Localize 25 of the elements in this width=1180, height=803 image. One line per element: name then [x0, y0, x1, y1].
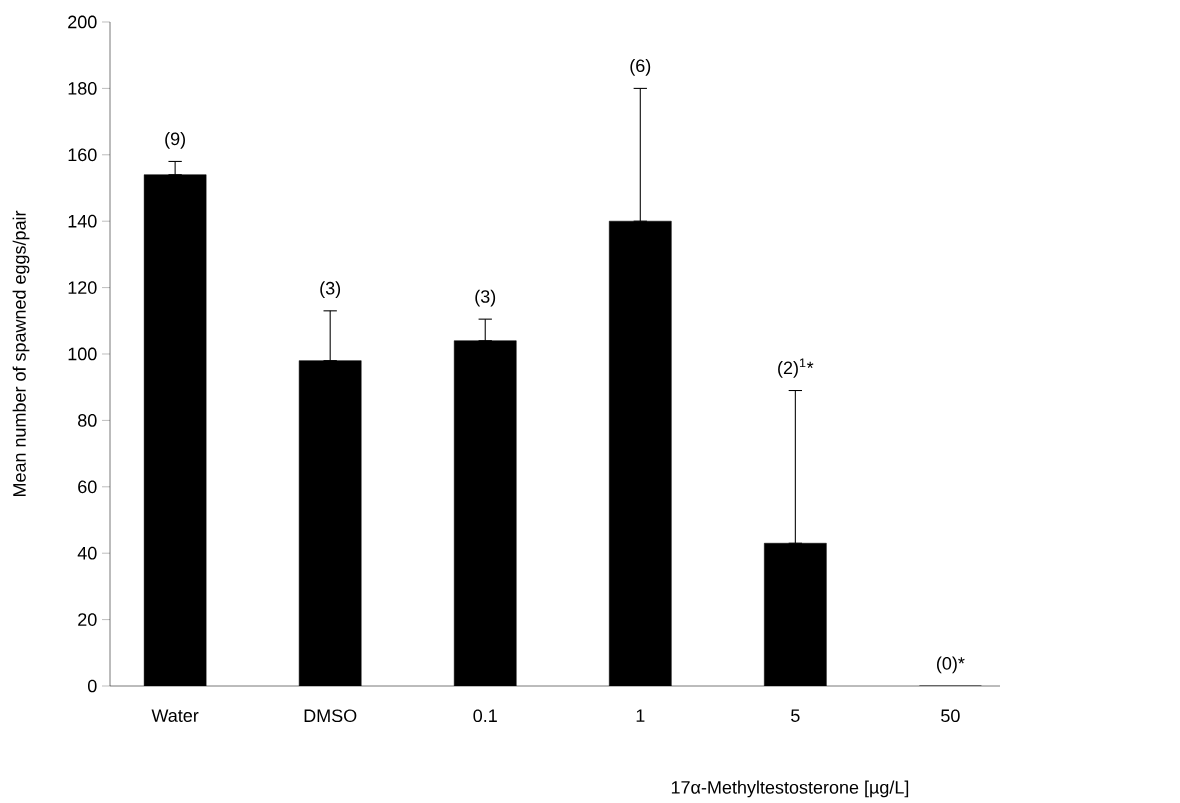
x-tick-label: DMSO: [304, 709, 357, 723]
y-tick-label: 0: [87, 679, 97, 693]
y-tick-label: 80: [78, 414, 97, 427]
annotation: (3): [475, 289, 496, 307]
x-tick-label: Water: [151, 709, 199, 722]
y-tick-label: 120: [68, 281, 97, 294]
y-tick-label: 60: [78, 480, 97, 494]
y-axis-title: Mean number of spawned eggs/pair: [12, 210, 30, 497]
y-tick-label: 200: [68, 15, 97, 29]
annotation: (3): [320, 281, 341, 299]
annotation: (6): [630, 58, 651, 76]
x-tick-label: 0.1: [473, 709, 497, 723]
y-tick-label: 160: [68, 148, 97, 162]
x-tick-label: 5: [791, 709, 800, 722]
y-tick-label: 180: [68, 82, 97, 95]
y-tick-label: 20: [78, 613, 97, 626]
x-axis-title: 17α-Methyltestosterone [µg/L]: [671, 780, 909, 798]
annotation: (9): [165, 131, 185, 149]
annotation: (2)$^{1}$*: [778, 358, 814, 378]
y-tick-label: 140: [68, 214, 97, 228]
y-tick-label: 100: [68, 347, 97, 361]
y-tick-label: 40: [77, 546, 97, 560]
x-tick-label: 1: [636, 709, 645, 722]
annotation: (0)*: [937, 656, 965, 674]
x-tick-label: 50: [941, 709, 960, 723]
